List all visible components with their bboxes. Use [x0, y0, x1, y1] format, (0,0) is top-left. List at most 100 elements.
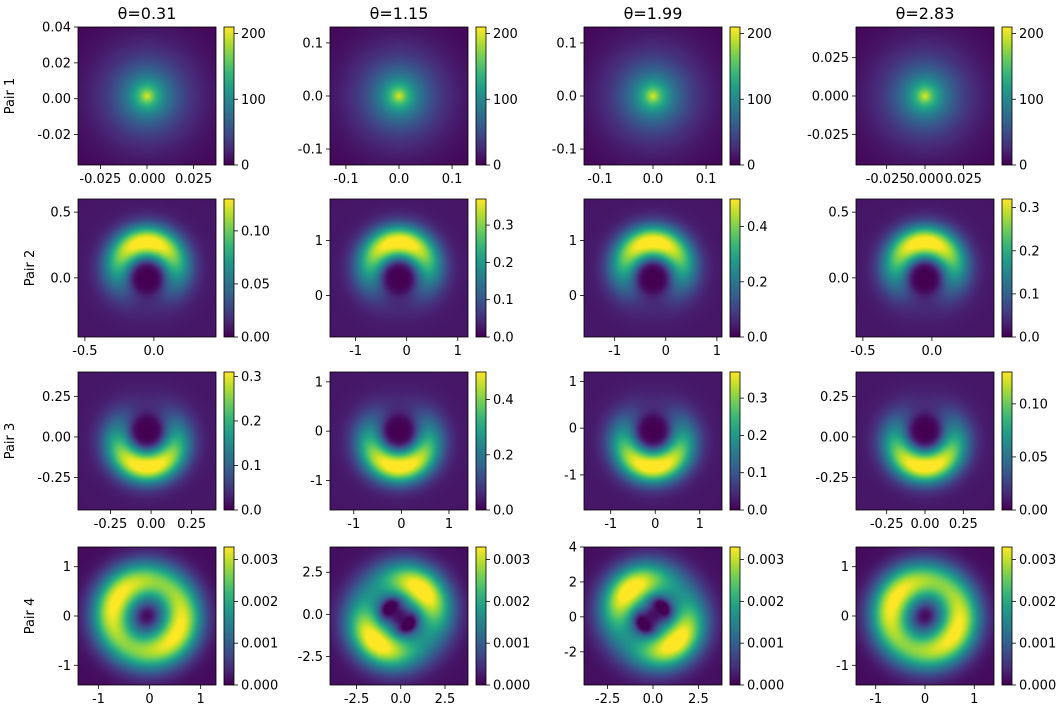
colorbar-frame	[729, 26, 741, 166]
x-tick-label: -0.25	[870, 517, 904, 532]
colorbar-tick-label: 0.002	[241, 595, 278, 610]
heatmap-panel: -0.025 0.000 0.025 -0.02 0.00 0.02 0.04 0 100 200	[37, 21, 265, 188]
colorbar-tick-label: 0	[493, 159, 501, 174]
x-tick-label: 0.0	[389, 172, 410, 187]
x-tick-label: 0.0	[643, 692, 664, 707]
colorbar-tick-label: 0.10	[1019, 397, 1048, 412]
x-tick-label: 1	[454, 344, 462, 359]
row-label: Pair 1	[3, 78, 18, 115]
colorbar-tick-label: 100	[493, 93, 518, 108]
x-tick-label: 0	[651, 517, 659, 532]
colorbar-tick-label: 0.002	[1019, 595, 1056, 610]
heatmap-panel: -0.1 0.0 0.1 -0.1 0.0 0.1 0 100 200	[298, 26, 518, 187]
y-tick-label: -1	[310, 474, 323, 489]
x-tick-label: 0.25	[949, 517, 978, 532]
heatmap-image	[584, 372, 722, 510]
heatmap-image	[584, 199, 722, 337]
heatmap-image	[584, 547, 722, 685]
colorbar-tick-label: 0.002	[747, 595, 784, 610]
x-tick-label: -0.5	[72, 344, 97, 359]
colorbar	[224, 547, 234, 685]
x-tick-label: 0.0	[643, 172, 664, 187]
y-tick-label: 0.000	[812, 90, 849, 105]
heatmap-panel: -1 0 1 -1 0 1 0.0 0.2 0.4	[310, 371, 514, 532]
y-tick-label: 0	[315, 425, 323, 440]
colorbar-tick-label: 0.001	[493, 637, 530, 652]
column-title: θ=2.83	[896, 4, 955, 23]
x-tick-label: 1	[445, 517, 453, 532]
colorbar	[1002, 372, 1012, 510]
colorbar-tick-label: 0.1	[493, 293, 514, 308]
colorbar-frame	[475, 26, 487, 166]
y-tick-label: 0.25	[42, 390, 71, 405]
colorbar-tick-label: 0.001	[1019, 637, 1056, 652]
y-tick-label: -2	[564, 645, 577, 660]
y-tick-label: 0.00	[42, 92, 71, 107]
x-tick-label: 0.000	[906, 172, 943, 187]
y-tick-label: 4	[569, 541, 577, 556]
colorbar	[224, 372, 234, 510]
x-tick-label: 0.00	[137, 517, 166, 532]
axes-frame	[77, 371, 217, 511]
y-tick-label: 0.0	[828, 271, 849, 286]
y-tick-label: 0.0	[50, 271, 71, 286]
heatmap-image	[856, 547, 994, 685]
colorbar	[1002, 547, 1012, 685]
colorbar	[730, 199, 740, 337]
colorbar-tick-label: 0.1	[747, 466, 768, 481]
colorbar-frame	[729, 198, 741, 338]
colorbar-tick-label: 0.4	[493, 393, 514, 408]
colorbar	[1002, 199, 1012, 337]
heatmap-image	[78, 547, 216, 685]
heatmap-image	[584, 27, 722, 165]
y-tick-label: 0	[569, 610, 577, 625]
colorbar-tick-label: 0	[1019, 159, 1027, 174]
x-tick-label: -0.025	[866, 172, 908, 187]
axes-frame	[329, 546, 469, 686]
heatmap-image	[856, 372, 994, 510]
colorbar-tick-label: 0.1	[1019, 287, 1040, 302]
colorbar-tick-label: 0.000	[747, 679, 784, 694]
colorbar-tick-label: 0.3	[1019, 201, 1040, 216]
colorbar-tick-label: 200	[1019, 27, 1044, 42]
y-tick-label: 1	[569, 234, 577, 249]
colorbar-tick-label: 0.3	[493, 219, 514, 234]
colorbar-frame	[223, 371, 235, 511]
colorbar-tick-label: 0.2	[747, 429, 768, 444]
x-tick-label: 0.025	[945, 172, 982, 187]
y-tick-label: -0.25	[37, 471, 71, 486]
colorbar-frame	[1001, 371, 1013, 511]
colorbar-frame	[1001, 26, 1013, 166]
colorbar-tick-label: 0.10	[241, 224, 270, 239]
axes-frame	[583, 371, 723, 511]
x-tick-label: 0.0	[144, 344, 165, 359]
colorbar	[730, 547, 740, 685]
y-tick-label: 2.5	[302, 566, 323, 581]
heatmap-panel: -0.25 0.00 0.25 -0.25 0.00 0.25 0.00 0.05 0.10	[815, 371, 1048, 532]
colorbar-tick-label: 0.001	[747, 637, 784, 652]
colorbar-tick-label: 0.2	[747, 275, 768, 290]
colorbar-frame	[223, 546, 235, 686]
colorbar-frame	[729, 371, 741, 511]
heatmap-panel: -2.5 0.0 2.5 -2.5 0.0 2.5 0.000 0.001 0.002 0.003	[298, 546, 530, 707]
axes-frame	[329, 371, 469, 511]
colorbar-frame	[729, 546, 741, 686]
y-tick-label: 1	[63, 560, 71, 575]
colorbar-tick-label: 0.0	[493, 504, 514, 519]
colorbar-tick-label: 100	[747, 93, 772, 108]
colorbar-tick-label: 0.2	[241, 414, 262, 429]
colorbar-frame	[475, 198, 487, 338]
x-tick-label: 1	[713, 344, 721, 359]
y-tick-label: -1	[564, 468, 577, 483]
row-label: Pair 3	[3, 423, 18, 460]
y-tick-label: 2	[569, 575, 577, 590]
y-tick-label: 0.25	[820, 390, 849, 405]
y-tick-label: 0	[569, 289, 577, 304]
colorbar-tick-label: 0.00	[1019, 504, 1048, 519]
colorbar-frame	[1001, 198, 1013, 338]
y-tick-label: -0.1	[552, 143, 577, 158]
colorbar-tick-label: 0.003	[493, 553, 530, 568]
colorbar-tick-label: 0.0	[493, 331, 514, 346]
x-tick-label: 0.1	[696, 172, 717, 187]
